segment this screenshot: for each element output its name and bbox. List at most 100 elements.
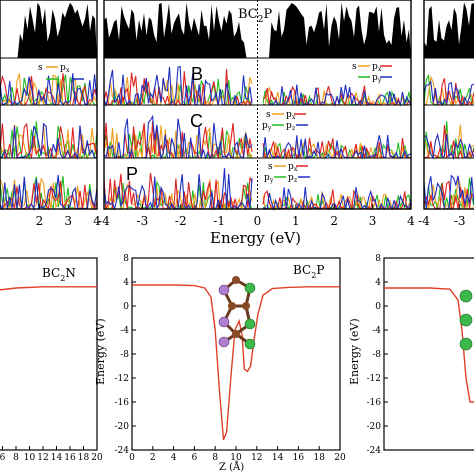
- y-tick-label: 8: [123, 254, 129, 264]
- carbon-atom: [232, 330, 240, 338]
- y-tick-label: -20: [115, 422, 130, 432]
- total-dos-area: [104, 2, 411, 59]
- tick-label: -1: [213, 214, 225, 228]
- svg-text:x: x: [292, 114, 296, 121]
- y-tick-label: -24: [367, 446, 382, 456]
- panel-top-right: -4 -3: [418, 0, 474, 228]
- dos-curves: [0, 2, 98, 212]
- tick-label: 4: [93, 214, 101, 228]
- legend-p: p: [60, 63, 66, 73]
- svg-text:x: x: [66, 67, 70, 74]
- y-tick-label: 0: [123, 302, 129, 312]
- svg-text:s: s: [266, 110, 271, 120]
- y-tick-label: 4: [375, 278, 381, 288]
- potential-curve: [132, 284, 340, 441]
- carbon-atom: [228, 302, 236, 310]
- x-tick-label: 20: [91, 453, 103, 463]
- y-tick-label: 8: [375, 254, 381, 264]
- svg-text:z: z: [292, 125, 295, 132]
- panel-title: BC2P: [238, 7, 272, 25]
- legend-upper: [290, 60, 408, 84]
- x-tick-label: 6: [192, 453, 198, 463]
- dos-curve-p_x: [103, 69, 253, 107]
- x-tick-label: 14: [51, 453, 63, 463]
- svg-text:p: p: [264, 173, 270, 183]
- y-tick-label: -4: [372, 326, 381, 336]
- svg-text:p: p: [286, 110, 292, 120]
- y-tick-label: 4: [123, 278, 129, 288]
- x-tick-label: 16: [293, 453, 305, 463]
- phosphorus-atom: [244, 282, 256, 294]
- y-tick-label: 0: [375, 302, 381, 312]
- panel-bottom-left: BC2N 6 8 10 12 14 16 18 20: [0, 257, 103, 463]
- x-tick-label: 12: [37, 453, 48, 463]
- carbon-atom: [242, 302, 250, 310]
- svg-text:s: s: [268, 162, 273, 172]
- dos-curve-p_z: [423, 174, 474, 210]
- x-tick-label: 18: [313, 453, 325, 463]
- y-tick-label: -20: [367, 422, 382, 432]
- svg-text:x: x: [294, 166, 298, 173]
- dos-curve-p_z: [0, 73, 98, 107]
- panel-title: BC2P: [293, 263, 324, 280]
- x-tick-label: 4: [171, 453, 177, 463]
- row-label-b: B: [191, 64, 203, 84]
- dos-curve-p_z: [103, 114, 253, 160]
- x-tick-label: 6: [0, 453, 6, 463]
- x-axis-ticks: -4 -3: [418, 204, 466, 228]
- y-tick-label: -4: [120, 326, 129, 336]
- panel-bottom-right: 8 4 0 -4 -8 -12 -16 -20 -24 Energy (eV): [348, 254, 474, 456]
- phosphorus-atom: [244, 338, 256, 350]
- dos-curve-p_z: [262, 84, 412, 108]
- tick-label: 1: [292, 214, 300, 228]
- total-dos-fill: [104, 2, 411, 59]
- dos-curves: [423, 2, 474, 211]
- phosphorus-atom: [244, 318, 256, 330]
- svg-text:x: x: [378, 66, 382, 73]
- phosphorus-atom: [459, 337, 473, 351]
- y-tick-label: -12: [367, 374, 382, 384]
- x-axis-ticks: -4 -3 -2 -1 0 1 2 3 4: [98, 204, 415, 228]
- phosphorus-atom: [459, 289, 473, 303]
- tick-label: -3: [137, 214, 149, 228]
- svg-text:p: p: [262, 121, 268, 131]
- x-tick-label: 14: [272, 453, 284, 463]
- boron-atom: [218, 284, 230, 296]
- x-tick-label: 2: [150, 453, 156, 463]
- total-dos-area: [424, 2, 474, 58]
- tick-label: 3: [369, 214, 377, 228]
- svg-text:y: y: [377, 77, 382, 84]
- x-tick-label: 16: [64, 453, 76, 463]
- tick-label: 2: [330, 214, 338, 228]
- total-dos-area: [0, 2, 97, 59]
- svg-text:s: s: [352, 62, 357, 72]
- svg-text:y: y: [267, 125, 272, 132]
- legend-mid: s p x p y p z: [262, 108, 320, 132]
- panel-title: BC2N: [42, 266, 76, 283]
- panel-bottom-center: 0 2 4 6 8 10 12 14 16 18 20 8 4 0 -4 -8 -12 -16 -20 -24 BC2…: [94, 254, 346, 473]
- svg-text:p: p: [286, 121, 292, 131]
- svg-text:p: p: [288, 162, 294, 172]
- x-tick-label: 10: [230, 453, 242, 463]
- tick-label: -2: [175, 214, 187, 228]
- x-tick-label: 20: [334, 453, 346, 463]
- dos-curve-p_y: [0, 121, 98, 161]
- y-tick-label: -16: [367, 398, 382, 408]
- y-tick-label: -8: [372, 350, 381, 360]
- x-tick-label: 10: [24, 453, 36, 463]
- legend-lower: s p x p y p z: [262, 160, 320, 184]
- dos-curve-p_z: [262, 135, 412, 160]
- panel-top-left: s p x 2 3 4: [0, 0, 101, 228]
- axis-ticks: 0 2 4 6 8 10 12 14 16 18 20 8 4 0 -4 -8 -12 -16 -20 -24: [115, 254, 346, 463]
- y-tick-label: -24: [115, 446, 130, 456]
- y-tick-label: -8: [120, 350, 129, 360]
- boron-atom: [218, 336, 230, 348]
- carbon-atom: [232, 276, 240, 284]
- dos-curve-s: [262, 86, 412, 107]
- row-label-p: P: [126, 164, 138, 184]
- potential-curve: [384, 287, 474, 403]
- x-tick-label: 18: [78, 453, 90, 463]
- tick-label: -3: [454, 214, 466, 228]
- dos-curve-p_z: [423, 80, 474, 107]
